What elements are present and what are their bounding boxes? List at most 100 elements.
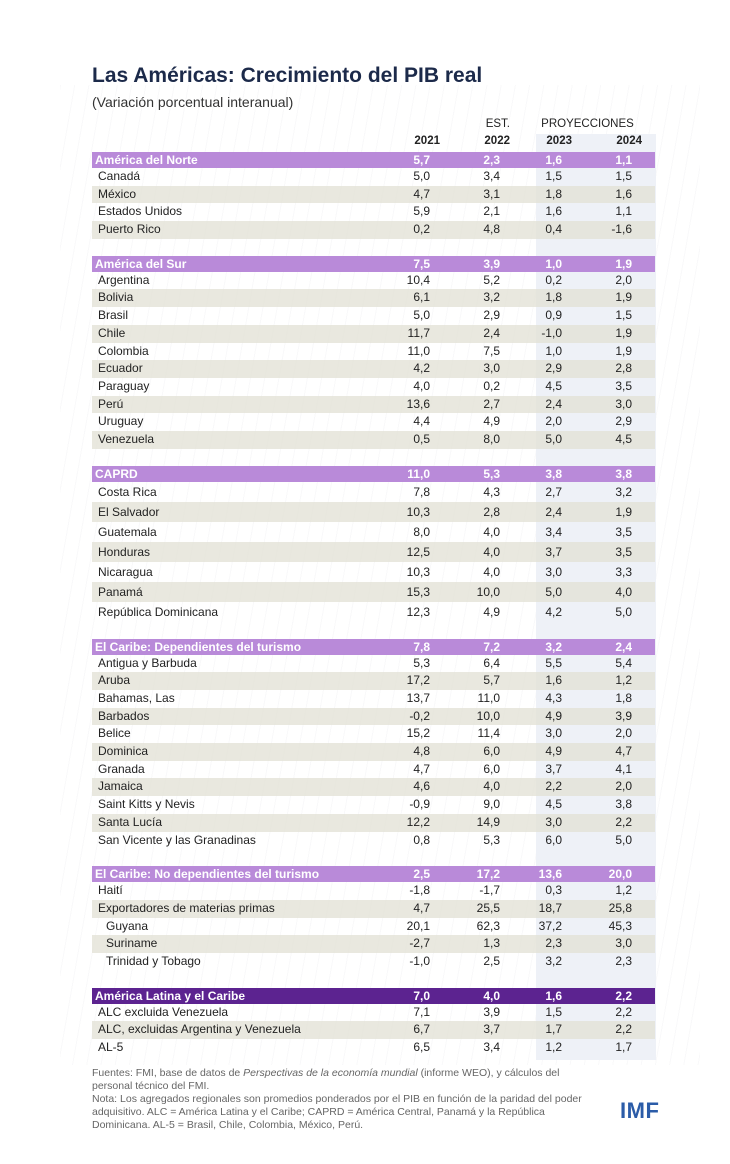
cell-value-2023: 1,8 xyxy=(545,186,562,201)
section-value-2022: 5,3 xyxy=(483,466,500,481)
section-header-row: América del Sur 7,5 3,9 1,0 1,9 xyxy=(92,255,655,272)
section-value-2023: 1,0 xyxy=(545,256,562,271)
cell-value-2023: 2,0 xyxy=(545,414,562,429)
cell-value-2023: 0,3 xyxy=(545,883,562,898)
row-label: ALC, excluidas Argentina y Venezuela xyxy=(98,1022,301,1037)
section-value-2024: 20,0 xyxy=(608,867,632,882)
table-row: Bolivia 6,1 3,2 1,8 1,9 xyxy=(92,289,655,308)
cell-value-2021: 5,0 xyxy=(413,308,430,323)
cell-value-2023: 18,7 xyxy=(538,900,562,915)
cell-value-2024: 1,9 xyxy=(615,290,632,305)
cell-value-2021: 0,8 xyxy=(413,832,430,847)
cell-value-2021: 6,5 xyxy=(413,1040,430,1054)
cell-value-2024: 2,2 xyxy=(615,1022,632,1037)
projections-label: PROYECCIONES xyxy=(541,118,634,130)
cell-value-2024: 3,5 xyxy=(615,524,632,539)
row-label: Suriname xyxy=(106,936,158,951)
cell-value-2023: 4,2 xyxy=(545,604,562,619)
cell-value-2023: 4,5 xyxy=(545,797,562,812)
cell-value-2023: 1,8 xyxy=(545,290,562,305)
table-row: Aruba 17,2 5,7 1,6 1,2 xyxy=(92,672,655,690)
section-name: América del Sur xyxy=(95,256,187,271)
row-label: Colombia xyxy=(98,343,149,358)
table-section: CAPRD 11,0 5,3 3,8 3,8 Costa Rica 7,8 4,3 2,7 3,2… xyxy=(92,465,655,622)
row-label: Belice xyxy=(98,726,131,741)
table-section: América Latina y el Caribe 7,0 4,0 1,6 2,2 AL… xyxy=(92,987,655,1057)
cell-value-2024: 4,0 xyxy=(615,584,632,599)
section-value-2024: 2,4 xyxy=(615,639,632,654)
section-name: CAPRD xyxy=(95,466,138,481)
table-row: Estados Unidos 5,9 2,1 1,6 1,1 xyxy=(92,203,655,221)
cell-value-2021: 13,7 xyxy=(406,691,430,705)
cell-value-2021: 0,2 xyxy=(413,222,430,237)
cell-value-2023: 4,3 xyxy=(545,691,562,705)
cell-value-2021: 6,1 xyxy=(413,290,430,305)
cell-value-2024: 4,7 xyxy=(615,744,632,759)
section-value-2021: 11,0 xyxy=(407,466,430,481)
cell-value-2021: 15,3 xyxy=(406,584,430,599)
section-value-2023: 3,8 xyxy=(545,466,562,481)
cell-value-2021: 5,3 xyxy=(413,655,430,670)
cell-value-2023: 3,2 xyxy=(545,953,562,968)
cell-value-2021: 12,5 xyxy=(406,544,430,559)
row-label: San Vicente y las Granadinas xyxy=(98,832,256,847)
cell-value-2021: 6,7 xyxy=(413,1022,430,1037)
cell-value-2023: 5,0 xyxy=(545,431,562,446)
cell-value-2023: -1,0 xyxy=(541,325,562,340)
cell-value-2024: 1,9 xyxy=(615,343,632,358)
cell-value-2024: 2,3 xyxy=(615,953,632,968)
section-name: América Latina y el Caribe xyxy=(95,988,246,1003)
section-name: América del Norte xyxy=(95,153,198,167)
section-name: El Caribe: Dependientes del turismo xyxy=(95,639,302,654)
row-label: Chile xyxy=(98,325,126,340)
table-row: Canadá 5,0 3,4 1,5 1,5 xyxy=(92,168,655,186)
row-label: Trinidad y Tobago xyxy=(106,953,201,968)
section-header-row: América Latina y el Caribe 7,0 4,0 1,6 2,2 xyxy=(92,987,655,1004)
cell-value-2024: 1,2 xyxy=(615,673,632,688)
cell-value-2022: 4,0 xyxy=(483,544,500,559)
column-header-2021: 2021 xyxy=(414,135,440,147)
cell-value-2024: -1,6 xyxy=(611,222,632,237)
cell-value-2021: -1,8 xyxy=(409,883,430,898)
cell-value-2022: 25,5 xyxy=(476,900,500,915)
sources-text: Fuentes: FMI, base de datos de xyxy=(92,1067,244,1079)
cell-value-2024: 3,9 xyxy=(615,708,632,723)
cell-value-2022: 2,7 xyxy=(483,396,500,411)
cell-value-2023: 3,7 xyxy=(545,761,562,776)
table-row: Belice 15,2 11,4 3,0 2,0 xyxy=(92,725,655,743)
cell-value-2021: 10,4 xyxy=(406,272,430,287)
cell-value-2021: 10,3 xyxy=(406,564,430,579)
row-label: Honduras xyxy=(98,544,151,559)
cell-value-2021: 4,6 xyxy=(413,779,430,794)
cell-value-2023: 2,4 xyxy=(545,504,562,519)
cell-value-2021: 17,2 xyxy=(406,673,430,688)
cell-value-2022: 4,9 xyxy=(483,604,500,619)
column-header-2024: 2024 xyxy=(616,135,642,147)
row-label: México xyxy=(98,186,137,201)
table-row: Ecuador 4,2 3,0 2,9 2,8 xyxy=(92,360,655,378)
cell-value-2023: 2,7 xyxy=(545,484,562,499)
cell-value-2021: -0,2 xyxy=(409,708,430,723)
cell-value-2021: 12,3 xyxy=(406,604,430,619)
table-row: Barbados -0,2 10,0 4,9 3,9 xyxy=(92,707,655,726)
table-row: Brasil 5,0 2,9 0,9 1,5 xyxy=(92,307,655,325)
sources-note: Fuentes: FMI, base de datos de Perspecti… xyxy=(92,1067,592,1093)
section-value-2022: 7,2 xyxy=(483,639,500,654)
cell-value-2023: 5,5 xyxy=(545,655,562,670)
cell-value-2022: 10,0 xyxy=(476,708,500,723)
cell-value-2022: 6,0 xyxy=(483,761,500,776)
column-header-2023: 2023 xyxy=(546,135,572,147)
cell-value-2022: 3,4 xyxy=(483,169,500,183)
row-label: Saint Kitts y Nevis xyxy=(98,797,195,812)
cell-value-2023: 3,0 xyxy=(545,564,562,579)
cell-value-2022: 7,5 xyxy=(483,343,500,358)
cell-value-2023: 0,4 xyxy=(545,222,562,237)
row-label: Guyana xyxy=(106,918,149,933)
cell-value-2023: 3,7 xyxy=(545,544,562,559)
section-value-2021: 7,0 xyxy=(413,988,430,1003)
table-section: América del Sur 7,5 3,9 1,0 1,9 Argentina 10,4… xyxy=(92,255,655,449)
table-row: Venezuela 0,5 8,0 5,0 4,5 xyxy=(92,430,655,449)
cell-value-2023: 1,2 xyxy=(545,1040,562,1054)
cell-value-2024: 5,0 xyxy=(615,832,632,847)
section-value-2024: 1,9 xyxy=(615,256,632,271)
